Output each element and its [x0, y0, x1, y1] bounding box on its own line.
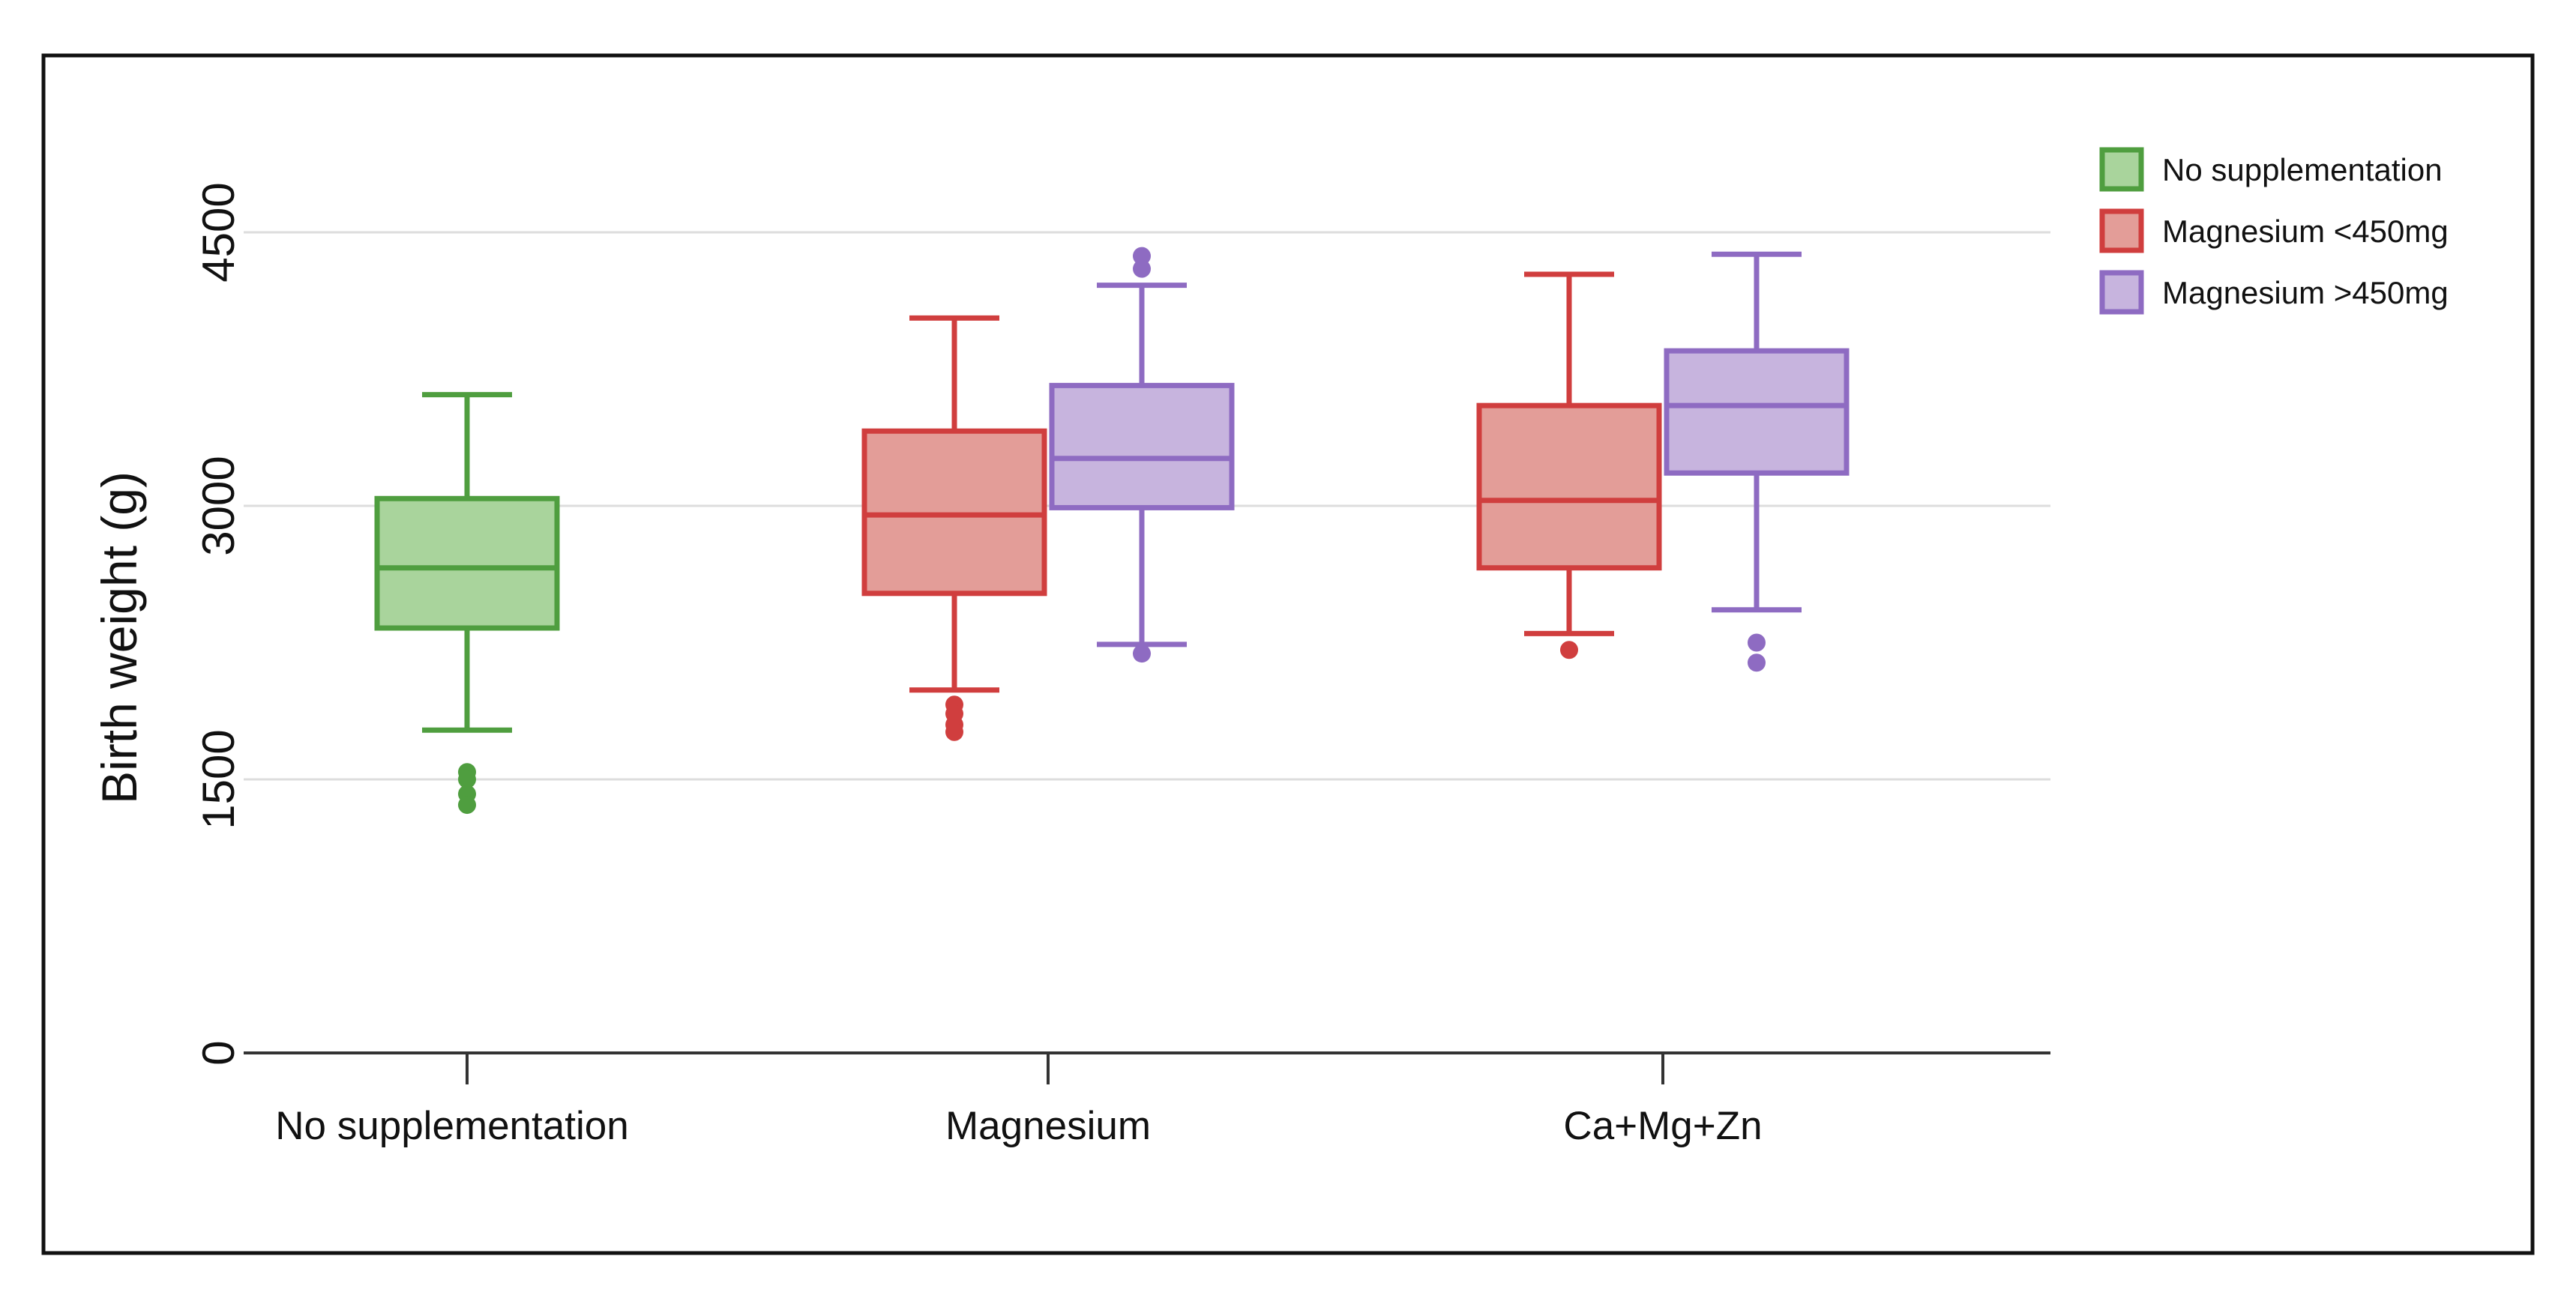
legend-swatch-magnesium-over-450 — [2099, 270, 2144, 315]
outlier-point — [1133, 247, 1151, 265]
y-tick-label-0: 0 — [193, 1040, 244, 1065]
legend-label-magnesium-over-450: Magnesium >450mg — [2162, 275, 2449, 310]
y-tick-label-3000: 3000 — [193, 456, 244, 555]
y-tick-labels: 0 1500 3000 4500 — [193, 182, 244, 1065]
legend-label-magnesium-under-450: Magnesium <450mg — [2162, 214, 2449, 249]
x-tick-label-magnesium: Magnesium — [945, 1104, 1151, 1148]
chart-frame — [41, 53, 2535, 1255]
box-series — [374, 247, 1850, 815]
outlier-point — [1748, 633, 1766, 652]
x-tick-label-no-supplementation: No supplementation — [275, 1104, 628, 1148]
outlier-point — [1133, 259, 1151, 278]
legend: No supplementation Magnesium <450mg Magn… — [2099, 147, 2449, 315]
box-no-supplementation-no-supplementation — [374, 392, 560, 815]
y-tick-label-4500: 4500 — [193, 182, 244, 282]
box-magnesium-450mg-ca-mg-zn — [1476, 271, 1662, 659]
y-tick-label-1500: 1500 — [193, 729, 244, 829]
outlier-point — [458, 796, 476, 815]
outlier-point — [1748, 653, 1766, 672]
box-iqr — [861, 428, 1047, 597]
box-iqr — [1664, 348, 1850, 476]
x-tick-label-ca-mg-zn: Ca+Mg+Zn — [1563, 1104, 1762, 1148]
y-axis-label: Birth weight (g) — [91, 471, 147, 804]
box-iqr — [1476, 402, 1662, 571]
box-iqr — [374, 495, 560, 631]
legend-label-no-supplementation: No supplementation — [2162, 152, 2443, 187]
outlier-point — [458, 770, 476, 788]
legend-swatch-no-supplementation — [2099, 147, 2144, 192]
outlier-point — [945, 722, 963, 741]
box-magnesium-450mg-magnesium — [861, 315, 1047, 741]
outlier-point — [1560, 641, 1578, 659]
box-magnesium-450mg-magnesium — [1049, 247, 1235, 663]
box-magnesium-450mg-ca-mg-zn — [1664, 251, 1850, 672]
axes — [244, 1051, 2050, 1084]
outlier-point — [1133, 644, 1151, 663]
legend-swatch-magnesium-under-450 — [2099, 208, 2144, 253]
box-iqr — [1049, 382, 1235, 510]
